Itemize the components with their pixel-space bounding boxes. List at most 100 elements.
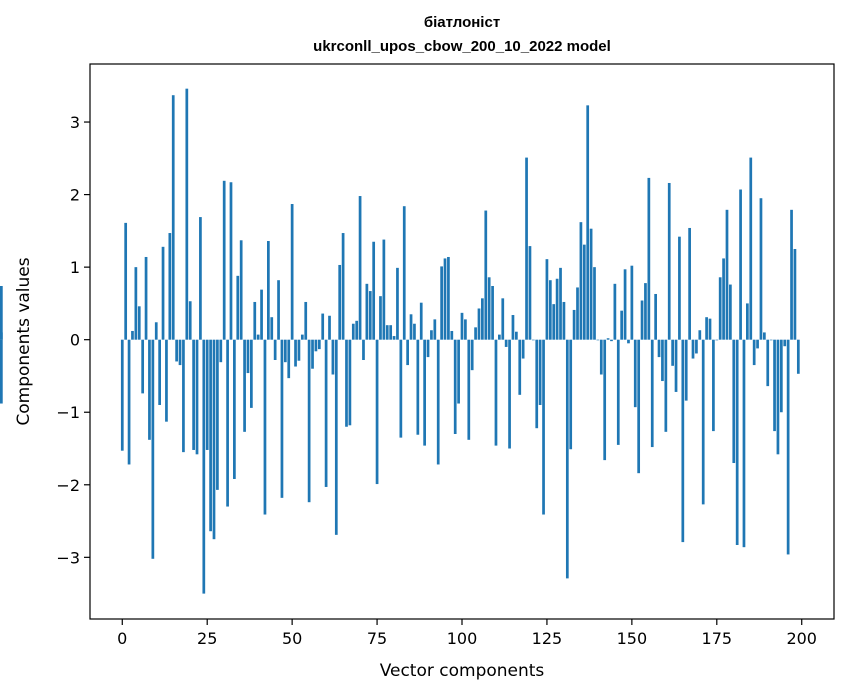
bar <box>548 280 552 340</box>
bar <box>0 286 3 340</box>
bar <box>606 338 610 340</box>
bar <box>226 339 229 507</box>
bar <box>253 301 257 340</box>
y-tick-label: 3 <box>70 113 80 132</box>
bar <box>161 246 165 340</box>
bar <box>423 339 426 446</box>
bar <box>725 209 729 340</box>
bar-series <box>0 88 800 594</box>
bar <box>504 339 508 347</box>
bar <box>708 318 712 340</box>
plot-frame <box>89 63 835 620</box>
bar <box>355 320 359 340</box>
bar <box>406 339 409 366</box>
bar <box>192 339 195 450</box>
bar <box>552 304 556 340</box>
bar <box>124 222 128 340</box>
bar <box>691 339 695 359</box>
bar <box>718 277 722 340</box>
x-tick-label: 25 <box>197 629 217 648</box>
bar <box>260 289 263 340</box>
bar <box>650 339 654 448</box>
bar <box>131 330 134 340</box>
y-tick-label: 2 <box>70 186 80 205</box>
y-axis-ticks: −3 −2 −1 0 1 2 3 <box>56 113 90 567</box>
bar <box>484 210 488 340</box>
bar <box>185 88 189 340</box>
bar <box>280 339 284 498</box>
bar <box>178 339 182 366</box>
bar <box>501 298 505 340</box>
y-tick-label: 1 <box>70 258 80 277</box>
bar <box>263 339 267 515</box>
bar <box>287 339 291 379</box>
bar <box>705 317 708 340</box>
bar <box>657 339 661 358</box>
bar <box>498 334 501 340</box>
bar <box>385 325 389 340</box>
bar <box>362 339 365 360</box>
bar <box>640 300 644 340</box>
bar <box>776 339 780 455</box>
bar <box>165 339 168 422</box>
bar <box>447 256 450 340</box>
bar <box>565 339 569 579</box>
chart-title: біатлоніст <box>424 14 500 31</box>
bar <box>283 339 287 363</box>
bar <box>436 339 440 465</box>
x-axis-label: Vector components <box>380 661 545 681</box>
y-tick-label: −1 <box>56 403 80 422</box>
bar <box>521 339 525 359</box>
bar <box>127 339 131 465</box>
bar <box>413 323 416 340</box>
x-tick-label: 100 <box>447 629 478 648</box>
bar <box>168 233 172 340</box>
bar <box>297 339 301 361</box>
bar <box>233 339 236 479</box>
bar <box>695 339 698 354</box>
bar <box>328 315 331 340</box>
bar <box>307 339 311 503</box>
bar <box>334 339 338 535</box>
bar <box>511 315 515 340</box>
bar <box>746 303 749 340</box>
bar <box>229 182 233 340</box>
bar <box>729 284 732 340</box>
bar <box>419 302 423 340</box>
bar <box>368 291 372 340</box>
bar <box>348 339 352 426</box>
y-tick-label: 0 <box>70 331 80 350</box>
bar <box>433 319 437 340</box>
bar <box>515 331 518 340</box>
bar <box>216 339 219 490</box>
bar <box>582 244 586 340</box>
bar <box>460 312 464 340</box>
x-tick-label: 150 <box>617 629 648 648</box>
bar <box>338 264 342 340</box>
bar <box>596 339 600 341</box>
x-tick-label: 50 <box>282 629 302 648</box>
bar <box>742 339 746 548</box>
x-tick-label: 0 <box>117 629 127 648</box>
bar <box>613 283 617 340</box>
bar <box>457 339 460 404</box>
bar <box>0 339 3 404</box>
bar <box>559 267 562 340</box>
bar <box>701 339 705 505</box>
bar <box>671 339 674 366</box>
bar <box>144 256 148 340</box>
bar <box>250 339 253 408</box>
bar <box>267 241 270 340</box>
bar <box>365 283 369 340</box>
bar <box>300 334 304 340</box>
bar <box>416 339 420 435</box>
bar <box>158 339 161 405</box>
bar <box>684 339 688 401</box>
bar <box>763 332 766 340</box>
bar <box>430 330 433 340</box>
bar <box>182 339 185 453</box>
bar <box>294 339 297 367</box>
bar <box>0 332 3 340</box>
bar <box>712 339 715 432</box>
bar <box>545 259 549 340</box>
